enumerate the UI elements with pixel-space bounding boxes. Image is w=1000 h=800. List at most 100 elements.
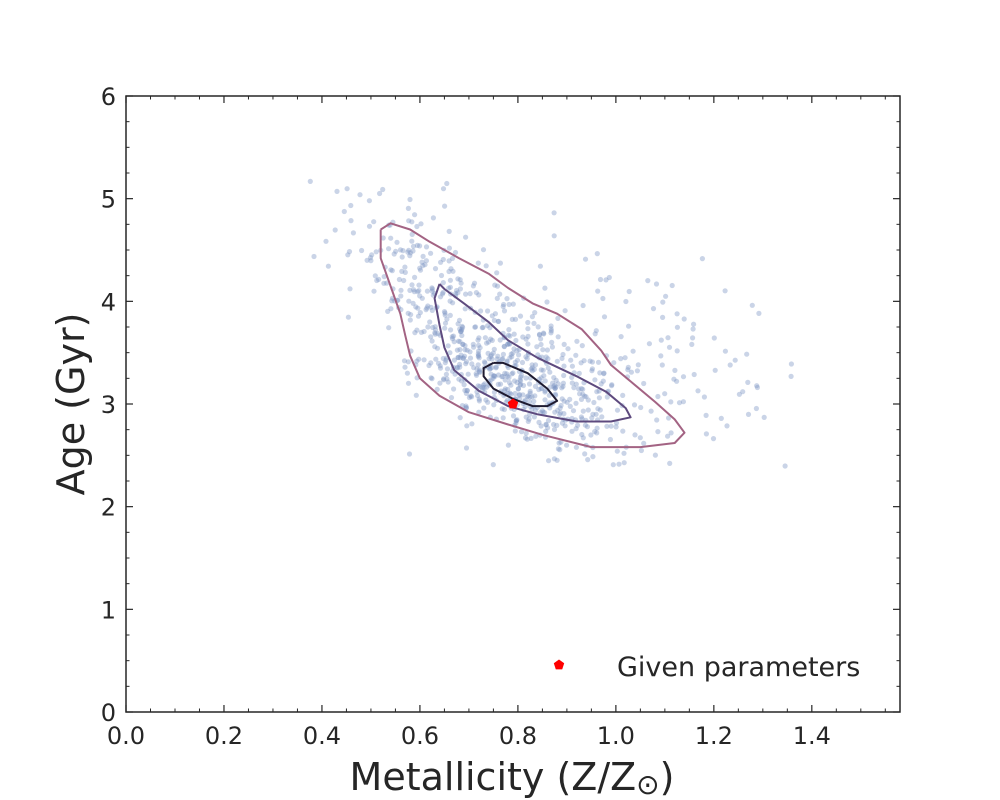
sample-point bbox=[500, 356, 506, 362]
sample-point bbox=[476, 409, 482, 415]
sample-point bbox=[553, 384, 559, 390]
sample-point bbox=[551, 426, 558, 433]
sample-point bbox=[541, 373, 547, 379]
sample-point bbox=[490, 375, 496, 381]
sample-point bbox=[457, 339, 463, 345]
sample-point bbox=[508, 391, 514, 397]
sample-point bbox=[666, 415, 672, 421]
sample-point bbox=[637, 435, 643, 441]
sample-point bbox=[437, 294, 444, 300]
sample-point bbox=[451, 357, 457, 363]
sample-point bbox=[528, 435, 534, 441]
sample-point bbox=[525, 418, 531, 424]
sample-point bbox=[638, 404, 644, 411]
sample-point bbox=[461, 382, 467, 388]
sample-point bbox=[485, 339, 492, 345]
contour-outer bbox=[379, 222, 686, 449]
sample-point bbox=[476, 398, 482, 404]
sample-point bbox=[565, 346, 571, 352]
sample-point bbox=[423, 307, 429, 313]
sample-point bbox=[429, 338, 435, 344]
sample-point bbox=[446, 258, 452, 264]
sample-point bbox=[490, 462, 496, 468]
sample-point bbox=[495, 381, 501, 387]
sample-point bbox=[458, 352, 464, 358]
sample-point bbox=[399, 254, 405, 260]
sample-point bbox=[505, 386, 511, 393]
sample-point bbox=[652, 452, 659, 458]
sample-point bbox=[473, 371, 479, 377]
sample-point bbox=[388, 235, 394, 241]
sample-point bbox=[488, 377, 494, 383]
sample-point bbox=[493, 365, 499, 371]
sample-point bbox=[489, 313, 495, 319]
sample-point bbox=[347, 286, 353, 292]
sample-point bbox=[483, 384, 490, 390]
sample-point bbox=[641, 380, 647, 387]
sample-point bbox=[464, 347, 470, 353]
sample-point bbox=[432, 266, 439, 272]
sample-point bbox=[405, 249, 411, 255]
sample-point bbox=[584, 424, 591, 430]
sample-point bbox=[432, 344, 438, 350]
sample-point bbox=[450, 333, 457, 339]
sample-point bbox=[425, 324, 431, 330]
sample-point bbox=[538, 367, 544, 373]
sample-point bbox=[465, 371, 471, 377]
sample-point bbox=[554, 358, 560, 364]
sample-point bbox=[542, 389, 548, 395]
sample-point bbox=[745, 379, 751, 385]
sample-point bbox=[665, 335, 671, 341]
sample-point bbox=[348, 202, 354, 209]
sample-point bbox=[468, 393, 474, 399]
sample-point bbox=[616, 461, 622, 467]
sample-point bbox=[523, 430, 529, 436]
sample-point bbox=[446, 228, 452, 234]
sample-point bbox=[576, 370, 582, 376]
sample-point bbox=[512, 316, 519, 322]
sample-point bbox=[516, 391, 523, 398]
sample-point bbox=[429, 376, 435, 382]
sample-point bbox=[550, 380, 556, 386]
sample-point bbox=[500, 351, 506, 357]
sample-point bbox=[449, 336, 456, 342]
sample-point bbox=[434, 386, 440, 392]
sample-point bbox=[542, 397, 548, 403]
sample-point bbox=[494, 295, 500, 301]
sample-point bbox=[745, 411, 752, 417]
sample-point bbox=[446, 245, 452, 251]
sample-point bbox=[551, 233, 557, 239]
sample-point bbox=[512, 359, 518, 365]
sample-point bbox=[607, 436, 614, 443]
sample-point bbox=[554, 457, 560, 463]
sample-point bbox=[346, 249, 353, 255]
sample-point bbox=[491, 317, 497, 323]
sample-point bbox=[405, 310, 411, 316]
sample-point bbox=[323, 238, 329, 244]
sample-point bbox=[555, 334, 561, 340]
sample-point bbox=[469, 421, 475, 427]
x-tick-label: 0.2 bbox=[205, 722, 243, 750]
sample-point bbox=[621, 450, 627, 456]
sample-point bbox=[671, 376, 677, 382]
sample-point bbox=[511, 378, 518, 384]
sample-point bbox=[411, 287, 417, 293]
sample-point bbox=[380, 235, 386, 241]
sample-point bbox=[532, 383, 539, 389]
sample-point bbox=[561, 341, 567, 347]
sample-point bbox=[509, 316, 515, 322]
sample-point bbox=[492, 282, 498, 288]
sample-point bbox=[471, 280, 478, 286]
sample-point bbox=[525, 393, 531, 399]
sample-point bbox=[477, 369, 483, 375]
sample-point bbox=[369, 252, 375, 258]
sample-point bbox=[488, 371, 494, 377]
sample-point bbox=[467, 349, 473, 355]
sample-point bbox=[450, 268, 456, 274]
sample-point bbox=[518, 429, 525, 435]
sample-point bbox=[506, 380, 513, 386]
sample-point bbox=[559, 396, 565, 402]
sample-point bbox=[429, 307, 435, 313]
sample-point bbox=[510, 413, 517, 419]
sample-point bbox=[500, 303, 506, 310]
